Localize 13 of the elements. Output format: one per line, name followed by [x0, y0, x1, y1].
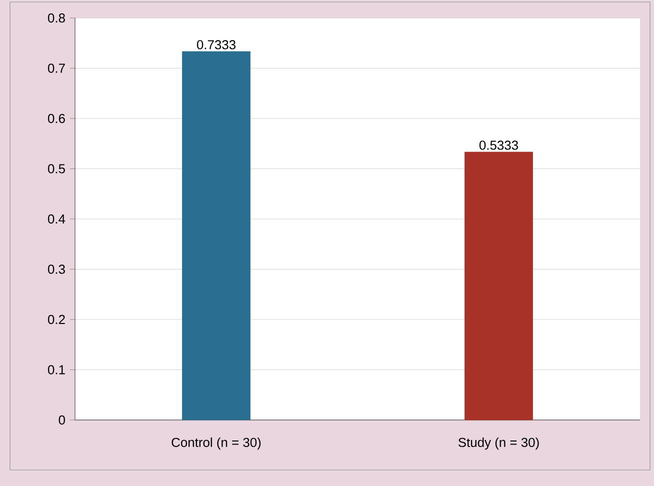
y-tick-label: 0.5 — [48, 164, 65, 174]
data-label: 0.5333 — [479, 140, 518, 150]
y-tick-label: 0.6 — [48, 114, 65, 124]
y-tick-label: 0.3 — [48, 264, 65, 274]
data-label: 0.7333 — [196, 40, 236, 50]
y-tick-label: 0 — [58, 415, 65, 425]
x-tick-label: Study (n = 30) — [458, 437, 539, 450]
y-tick-label: 0.8 — [48, 13, 65, 23]
x-tick-label: Control (n = 30) — [172, 437, 261, 450]
y-tick-label: 0.7 — [48, 64, 65, 73]
y-tick-label: 0.2 — [48, 314, 65, 324]
y-tick-label: 0.1 — [48, 365, 65, 374]
y-tick-label: 0.4 — [48, 214, 66, 224]
